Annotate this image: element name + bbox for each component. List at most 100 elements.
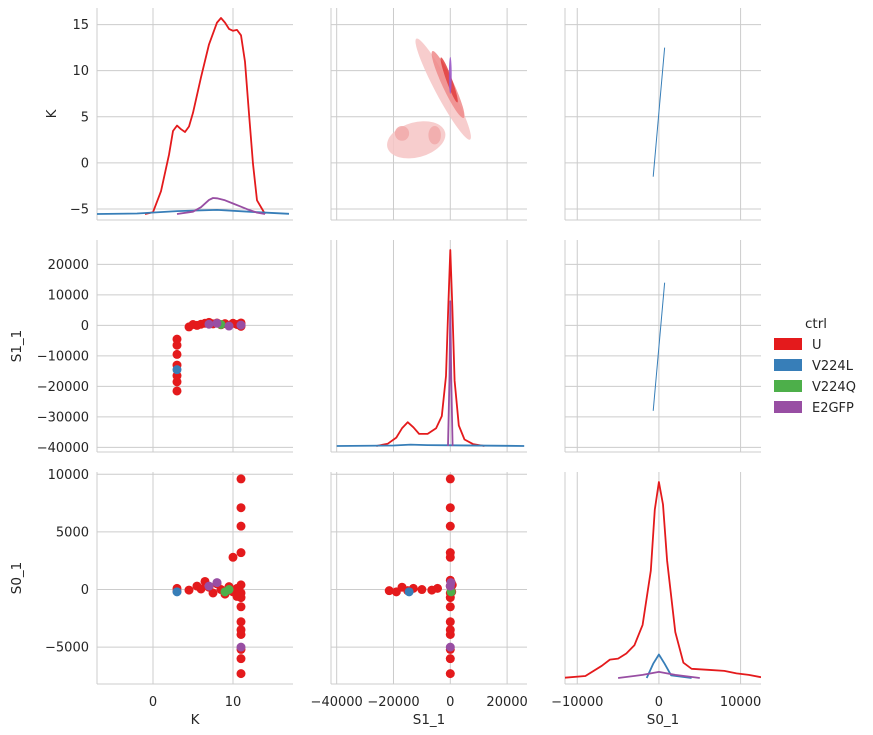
scatter-point-U bbox=[236, 580, 246, 590]
x-tick-label: −20000 bbox=[367, 695, 419, 710]
legend-label: E2GFP bbox=[812, 401, 854, 416]
kde2d-level-5 bbox=[394, 125, 410, 141]
scatter-point-U bbox=[445, 617, 455, 627]
y-axis-label: S0_1 bbox=[9, 562, 25, 595]
scatter-point-U bbox=[236, 474, 246, 484]
x-axis-label: S0_1 bbox=[647, 712, 680, 728]
kde-curve-E2GFP bbox=[617, 671, 700, 679]
scatter-point-E2GFP bbox=[236, 320, 246, 330]
scatter-point-U bbox=[236, 629, 246, 639]
kde-curve-E2GFP bbox=[176, 197, 266, 215]
scatter-point-E2GFP bbox=[224, 321, 234, 331]
legend-title: ctrl bbox=[805, 316, 827, 332]
y-tick-label: 0 bbox=[81, 319, 89, 334]
scatter-point-U bbox=[208, 588, 218, 598]
x-axis-label: S1_1 bbox=[413, 712, 446, 728]
kde-curve-V224L bbox=[97, 208, 290, 215]
x-axis-label: K bbox=[191, 712, 201, 728]
kde2d-line-V224L bbox=[652, 47, 666, 177]
legend: ctrl U V224L V224Q E2GFP bbox=[774, 316, 856, 416]
scatter-point-E2GFP bbox=[212, 578, 222, 588]
scatter-point-U bbox=[445, 654, 455, 664]
kde-curve-U bbox=[144, 17, 266, 215]
scatter-point-U bbox=[236, 617, 246, 627]
panel-S1_1-vs-S1_1 bbox=[330, 240, 527, 453]
scatter-point-U bbox=[172, 340, 182, 350]
scatter-point-U bbox=[184, 585, 194, 595]
x-tick-label: 0 bbox=[446, 695, 454, 710]
scatter-point-U bbox=[172, 377, 182, 387]
legend-swatch bbox=[774, 359, 802, 371]
x-tick-label: −10000 bbox=[551, 695, 603, 710]
y-tick-label: −20000 bbox=[37, 380, 89, 395]
x-tick-label: 20000 bbox=[486, 695, 527, 710]
x-tick-label: 10000 bbox=[720, 695, 761, 710]
y-tick-label: −40000 bbox=[37, 441, 89, 456]
kde2d-level-1 bbox=[415, 38, 471, 140]
kde2d-overlay-E2GFP bbox=[448, 56, 452, 94]
x-tick-label: 10 bbox=[225, 695, 242, 710]
legend-entry-E2GFP: E2GFP bbox=[774, 401, 854, 416]
kde-curve-U bbox=[376, 249, 485, 447]
y-tick-label: 10 bbox=[72, 64, 89, 79]
scatter-point-U bbox=[445, 503, 455, 513]
y-tick-label: −5000 bbox=[45, 641, 89, 656]
legend-entry-U: U bbox=[774, 338, 822, 353]
kde-curve-V224L bbox=[645, 653, 692, 679]
legend-label: V224Q bbox=[812, 380, 856, 395]
panel-S0_1-vs-S0_1: −10000 0 10000 S0_1 bbox=[551, 472, 761, 728]
scatter-point-U bbox=[445, 629, 455, 639]
kde-curve-U bbox=[565, 481, 761, 679]
panel-S0_1-vs-S1_1: −40000 −20000 0 20000 S1_1 bbox=[311, 472, 528, 728]
scatter-point-U bbox=[196, 584, 206, 594]
y-tick-label: 10000 bbox=[48, 468, 89, 483]
y-axis-label: S1_1 bbox=[9, 330, 25, 363]
panel-K-vs-S1_1 bbox=[330, 8, 527, 221]
plot-area bbox=[652, 282, 666, 411]
scatter-point-V224Q bbox=[224, 585, 234, 595]
plot-area bbox=[387, 38, 471, 159]
scatter-point-U bbox=[236, 521, 246, 531]
scatter-point-U bbox=[445, 552, 455, 562]
scatter-point-U bbox=[445, 669, 455, 679]
y-tick-label: −30000 bbox=[37, 410, 89, 425]
legend-swatch bbox=[774, 380, 802, 392]
plot-area bbox=[336, 249, 525, 447]
y-tick-label: 5 bbox=[81, 110, 89, 125]
scatter-point-U bbox=[445, 521, 455, 531]
scatter-point-E2GFP bbox=[212, 318, 222, 328]
scatter-point-E2GFP bbox=[446, 578, 456, 588]
scatter-point-U bbox=[228, 552, 238, 562]
scatter-point-U bbox=[236, 548, 246, 558]
y-tick-label: 0 bbox=[81, 156, 89, 171]
x-tick-label: 0 bbox=[655, 695, 663, 710]
scatter-point-E2GFP bbox=[445, 642, 455, 652]
legend-swatch bbox=[774, 338, 802, 350]
legend-swatch bbox=[774, 401, 802, 413]
scatter-point-U bbox=[232, 591, 242, 601]
legend-entry-V224L: V224L bbox=[774, 359, 854, 374]
legend-label: U bbox=[812, 338, 822, 353]
scatter-point-V224L bbox=[172, 587, 182, 597]
y-tick-label: 10000 bbox=[48, 288, 89, 303]
plot-area bbox=[652, 47, 666, 177]
panel-S1_1-vs-K: −40000 −30000 −20000 −10000 0 10000 20000 S1_1 bbox=[9, 240, 293, 456]
y-tick-label: 0 bbox=[81, 583, 89, 598]
y-tick-label: −10000 bbox=[37, 349, 89, 364]
legend-entries: U V224L V224Q E2GFP bbox=[774, 338, 856, 416]
kde2d-line-V224L bbox=[652, 282, 666, 411]
kde2d-level-4 bbox=[428, 125, 441, 145]
y-tick-label: 15 bbox=[72, 18, 89, 33]
scatter-point-U bbox=[445, 474, 455, 484]
scatter-point-U bbox=[384, 586, 394, 596]
kde-curve-E2GFP bbox=[447, 300, 454, 447]
panel-K-vs-K: −5 0 5 10 15 K bbox=[44, 8, 293, 221]
plot-area bbox=[565, 481, 761, 679]
plot-area bbox=[384, 474, 457, 679]
x-tick-label: −40000 bbox=[311, 695, 363, 710]
legend-entry-V224Q: V224Q bbox=[774, 380, 856, 395]
panel-grid: −5051015K−40000−30000−20000−100000100002… bbox=[9, 8, 761, 728]
scatter-point-U bbox=[445, 602, 455, 612]
scatter-point-E2GFP bbox=[204, 581, 214, 591]
